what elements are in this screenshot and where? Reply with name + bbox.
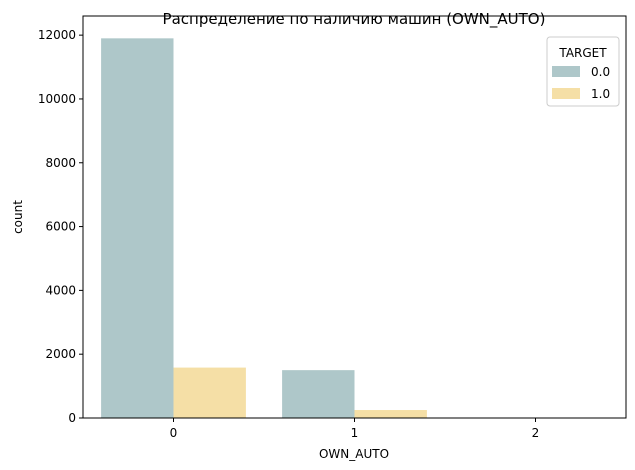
y-tick-label: 0 <box>68 411 76 425</box>
y-tick-label: 6000 <box>45 220 76 234</box>
y-axis-label: count <box>11 200 25 234</box>
x-axis-label: OWN_AUTO <box>319 447 389 461</box>
plot-frame <box>82 15 627 419</box>
y-tick-label: 2000 <box>45 347 76 361</box>
y-tick-label: 12000 <box>38 28 76 42</box>
legend-entry-0_0: 0.0 <box>591 65 610 79</box>
legend-swatch-0_0 <box>552 66 580 77</box>
bar-1-0_0 <box>282 370 355 418</box>
legend-title: TARGET <box>558 46 607 60</box>
legend-entry-1_0: 1.0 <box>591 87 610 101</box>
legend: TARGET 0.0 1.0 <box>546 36 620 107</box>
x-tick-label: 0 <box>170 426 178 440</box>
y-tick-label: 4000 <box>45 283 76 297</box>
bar-1-1_0 <box>354 410 427 418</box>
bar-0-0_0 <box>101 38 174 418</box>
legend-swatch-1_0 <box>552 88 580 99</box>
x-tick-label: 2 <box>532 426 540 440</box>
x-tick-label: 1 <box>351 426 359 440</box>
bar-0-1_0 <box>173 367 246 418</box>
bars-group <box>101 38 427 418</box>
x-axis: 0 1 2 <box>170 418 540 440</box>
y-tick-label: 10000 <box>38 92 76 106</box>
chart-title: Распределение по наличию машин (OWN_AUTO… <box>163 10 546 29</box>
y-axis: 0 2000 4000 6000 8000 10000 12000 <box>38 28 83 425</box>
y-tick-label: 8000 <box>45 156 76 170</box>
